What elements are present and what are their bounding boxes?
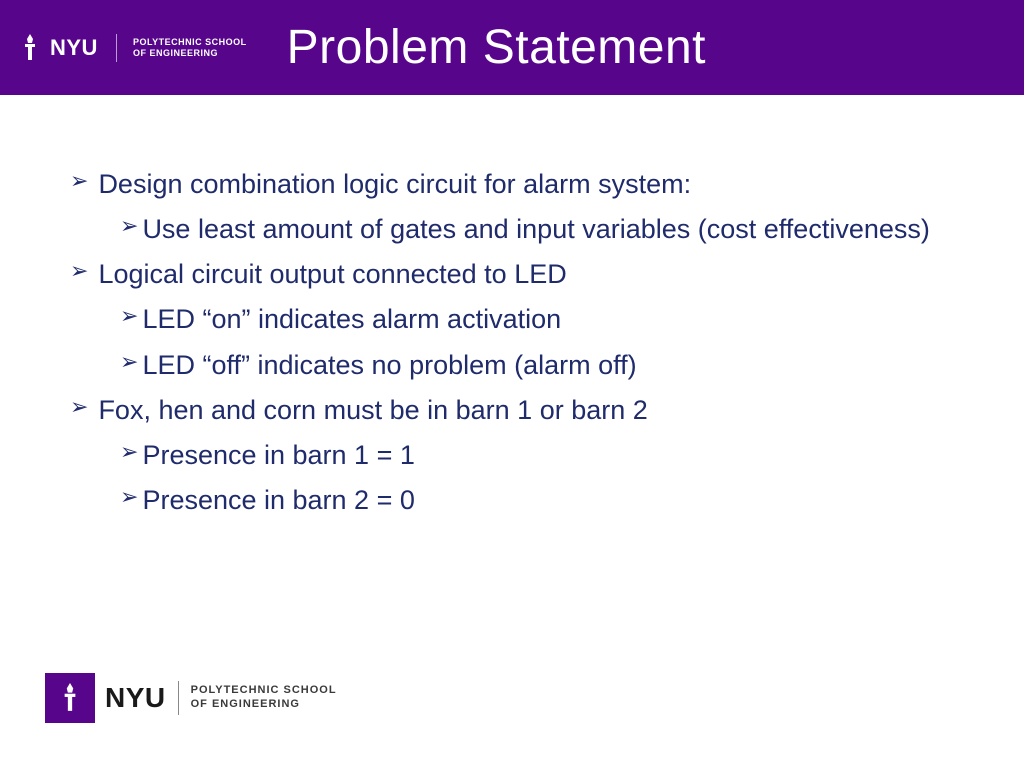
footer-separator [178,681,179,715]
bullet-text: Presence in barn 1 = 1 [142,436,414,475]
logo-separator [116,34,117,62]
bullet-text: LED “off” indicates no problem (alarm of… [142,346,636,385]
chevron-right-icon: ➢ [120,346,138,378]
school-name: POLYTECHNIC SCHOOL OF ENGINEERING [133,37,247,59]
torch-icon [59,683,81,713]
bullet-level2: ➢ LED “on” indicates alarm activation [120,300,954,339]
chevron-right-icon: ➢ [120,300,138,332]
footer-school-name: POLYTECHNIC SCHOOL OF ENGINEERING [191,684,337,712]
bullet-text: Use least amount of gates and input vari… [142,210,929,249]
slide-body: ➢ Design combination logic circuit for a… [0,95,1024,520]
chevron-right-icon: ➢ [70,255,88,287]
school-line1: POLYTECHNIC SCHOOL [133,37,247,48]
bullet-level2: ➢ Presence in barn 1 = 1 [120,436,954,475]
slide-header: NYU POLYTECHNIC SCHOOL OF ENGINEERING Pr… [0,0,1024,95]
bullet-text: Presence in barn 2 = 0 [142,481,414,520]
slide-title: Problem Statement [287,20,706,75]
chevron-right-icon: ➢ [120,210,138,242]
footer-nyu-wordmark: NYU [105,682,166,714]
header-logo: NYU POLYTECHNIC SCHOOL OF ENGINEERING [20,34,247,62]
bullet-level1: ➢ Logical circuit output connected to LE… [70,255,954,294]
bullet-text: Fox, hen and corn must be in barn 1 or b… [98,391,647,430]
chevron-right-icon: ➢ [70,165,88,197]
footer-school-line2: OF ENGINEERING [191,698,337,712]
bullet-level2: ➢ LED “off” indicates no problem (alarm … [120,346,954,385]
bullet-text: LED “on” indicates alarm activation [142,300,561,339]
footer-logo: NYU POLYTECHNIC SCHOOL OF ENGINEERING [45,673,337,723]
bullet-level2: ➢ Use least amount of gates and input va… [120,210,954,249]
bullet-text: Logical circuit output connected to LED [98,255,566,294]
footer-school-line1: POLYTECHNIC SCHOOL [191,684,337,698]
school-line2: OF ENGINEERING [133,48,247,59]
chevron-right-icon: ➢ [70,391,88,423]
bullet-level1: ➢ Design combination logic circuit for a… [70,165,954,204]
bullet-level2: ➢ Presence in barn 2 = 0 [120,481,954,520]
bullet-text: Design combination logic circuit for ala… [98,165,691,204]
chevron-right-icon: ➢ [120,481,138,513]
torch-icon [20,34,40,62]
chevron-right-icon: ➢ [120,436,138,468]
nyu-wordmark: NYU [50,35,98,61]
bullet-level1: ➢ Fox, hen and corn must be in barn 1 or… [70,391,954,430]
footer-badge [45,673,95,723]
